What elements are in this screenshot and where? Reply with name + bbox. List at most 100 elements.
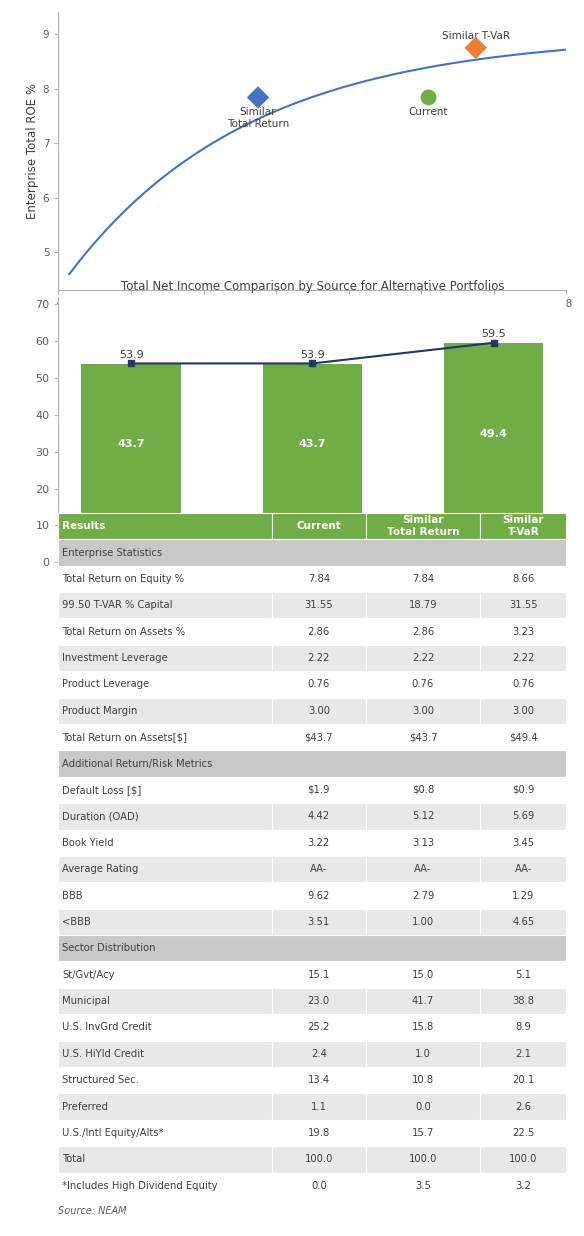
Text: Similar
T-VaR: Similar T-VaR bbox=[503, 515, 544, 536]
Text: Structured Sec.: Structured Sec. bbox=[62, 1075, 140, 1085]
Bar bbox=[58, 750, 566, 776]
Bar bbox=[444, 342, 543, 525]
Text: Sector Distribution: Sector Distribution bbox=[62, 943, 156, 953]
Text: 0.76: 0.76 bbox=[412, 680, 434, 690]
Bar bbox=[366, 962, 480, 988]
Bar bbox=[480, 803, 566, 829]
Text: 2.22: 2.22 bbox=[308, 653, 330, 662]
Point bbox=[424, 88, 433, 108]
Bar bbox=[58, 962, 272, 988]
Text: 2.86: 2.86 bbox=[308, 627, 330, 637]
Text: Total Return on Assets %: Total Return on Assets % bbox=[62, 627, 186, 637]
Text: 53.9: 53.9 bbox=[119, 350, 144, 360]
Bar bbox=[366, 1067, 480, 1094]
Text: 43.7: 43.7 bbox=[117, 440, 145, 450]
Text: $49.4: $49.4 bbox=[509, 732, 538, 742]
Text: 100.0: 100.0 bbox=[509, 1154, 537, 1164]
Bar bbox=[58, 857, 272, 883]
Text: Similar
Total Return: Similar Total Return bbox=[227, 108, 289, 129]
Bar bbox=[366, 645, 480, 671]
Text: 41.7: 41.7 bbox=[412, 996, 434, 1006]
Bar bbox=[480, 1067, 566, 1094]
Text: 100.0: 100.0 bbox=[409, 1154, 437, 1164]
Text: $0.8: $0.8 bbox=[412, 785, 434, 795]
Text: 7.84: 7.84 bbox=[308, 574, 330, 583]
Text: Book Yield: Book Yield bbox=[62, 838, 114, 848]
Bar bbox=[480, 1146, 566, 1173]
Bar bbox=[480, 1041, 566, 1067]
Text: 31.55: 31.55 bbox=[304, 601, 333, 611]
Bar bbox=[58, 776, 272, 803]
Bar bbox=[480, 513, 566, 539]
Bar bbox=[480, 566, 566, 592]
Bar bbox=[366, 1094, 480, 1120]
Text: 9.62: 9.62 bbox=[308, 890, 330, 901]
Text: AA-: AA- bbox=[310, 864, 328, 874]
Bar bbox=[272, 988, 366, 1015]
X-axis label: Enterprise Risk (Standard Deviation) %: Enterprise Risk (Standard Deviation) % bbox=[197, 314, 428, 326]
Bar bbox=[272, 697, 366, 724]
Bar bbox=[58, 1041, 272, 1067]
Bar bbox=[366, 829, 480, 855]
Text: 15.8: 15.8 bbox=[412, 1022, 434, 1032]
Text: 5.69: 5.69 bbox=[512, 811, 534, 822]
Legend: Underwriting, Investment, Total: Underwriting, Investment, Total bbox=[168, 597, 457, 616]
Bar bbox=[58, 645, 272, 671]
Text: 2.1: 2.1 bbox=[515, 1049, 531, 1059]
Bar bbox=[480, 829, 566, 855]
Text: 2.4: 2.4 bbox=[311, 1049, 326, 1059]
Bar bbox=[366, 776, 480, 803]
Text: Enterprise Statistics: Enterprise Statistics bbox=[62, 548, 163, 557]
Bar bbox=[366, 618, 480, 645]
Text: 3.00: 3.00 bbox=[308, 706, 330, 716]
Bar bbox=[480, 988, 566, 1015]
Text: Investment Leverage: Investment Leverage bbox=[62, 653, 168, 662]
Text: 1.1: 1.1 bbox=[311, 1101, 327, 1111]
Text: 10.1: 10.1 bbox=[299, 539, 326, 549]
Text: *Includes High Dividend Equity: *Includes High Dividend Equity bbox=[62, 1180, 218, 1190]
Text: 22.5: 22.5 bbox=[512, 1128, 534, 1138]
Text: 3.00: 3.00 bbox=[412, 706, 434, 716]
Text: 2.6: 2.6 bbox=[515, 1101, 531, 1111]
Text: 2.22: 2.22 bbox=[412, 653, 434, 662]
Bar bbox=[272, 829, 366, 855]
Bar bbox=[58, 697, 272, 724]
Text: 3.5: 3.5 bbox=[415, 1180, 431, 1190]
Bar bbox=[272, 962, 366, 988]
Text: 1.00: 1.00 bbox=[412, 917, 434, 927]
Bar bbox=[58, 1094, 272, 1120]
Text: 10.1: 10.1 bbox=[117, 539, 145, 549]
Text: 38.8: 38.8 bbox=[512, 996, 534, 1006]
Bar bbox=[58, 539, 566, 566]
Text: 0.76: 0.76 bbox=[308, 680, 330, 690]
Bar bbox=[272, 1120, 366, 1146]
Bar bbox=[272, 1146, 366, 1173]
Text: 23.0: 23.0 bbox=[308, 996, 330, 1006]
Bar bbox=[58, 1067, 272, 1094]
Bar bbox=[366, 671, 480, 697]
Text: Source: NEAM: Source: NEAM bbox=[58, 1206, 127, 1216]
Text: 53.9: 53.9 bbox=[300, 350, 325, 360]
Bar bbox=[58, 829, 272, 855]
Text: Total Return on Assets[$]: Total Return on Assets[$] bbox=[62, 732, 187, 742]
Text: 10.1: 10.1 bbox=[480, 539, 507, 549]
Bar bbox=[480, 776, 566, 803]
Bar bbox=[366, 1015, 480, 1041]
Text: 3.51: 3.51 bbox=[308, 917, 330, 927]
Text: Total: Total bbox=[62, 1154, 86, 1164]
Bar bbox=[366, 724, 480, 750]
Bar bbox=[480, 908, 566, 936]
Bar bbox=[58, 513, 272, 539]
Text: 15.0: 15.0 bbox=[412, 970, 434, 980]
Text: 31.55: 31.55 bbox=[509, 601, 538, 611]
Text: 3.22: 3.22 bbox=[308, 838, 330, 848]
Text: Similar
Total Return: Similar Total Return bbox=[387, 515, 459, 536]
Text: 2.22: 2.22 bbox=[512, 653, 534, 662]
Bar bbox=[366, 857, 480, 883]
Text: Average Rating: Average Rating bbox=[62, 864, 139, 874]
Text: 1.29: 1.29 bbox=[512, 890, 534, 901]
Bar bbox=[272, 1173, 366, 1199]
Text: Product Leverage: Product Leverage bbox=[62, 680, 150, 690]
Bar bbox=[272, 908, 366, 936]
Bar bbox=[272, 1041, 366, 1067]
